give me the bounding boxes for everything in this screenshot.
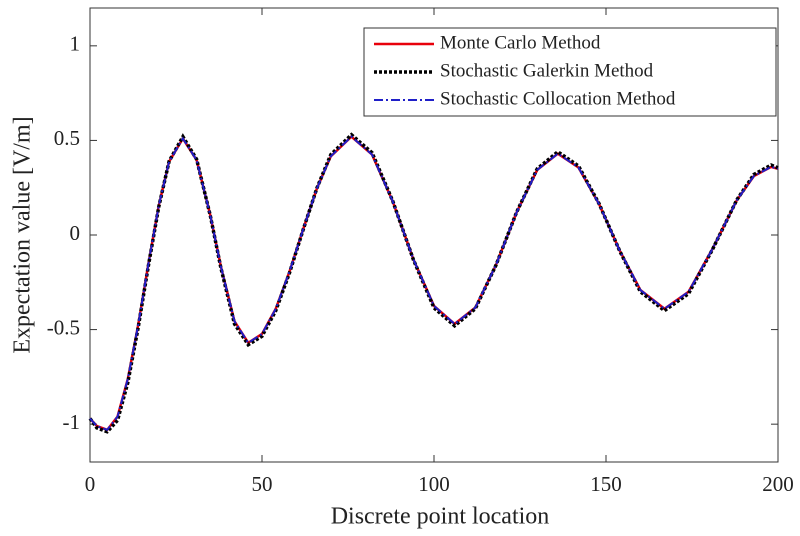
y-tick-label: 1 [70,32,81,56]
y-axis-label: Expectation value [V/m] [10,116,36,353]
legend-label: Stochastic Collocation Method [440,88,676,109]
y-tick-label: 0 [70,221,81,245]
legend-label: Stochastic Galerkin Method [440,60,654,81]
x-tick-label: 200 [762,472,794,496]
y-tick-label: -1 [63,410,81,434]
x-tick-label: 150 [590,472,622,496]
y-tick-label: -0.5 [47,315,80,339]
legend-box [363,27,777,117]
series-line [89,135,779,432]
y-tick-label: 0.5 [54,126,80,150]
x-tick-label: 50 [252,472,273,496]
legend: Monte Carlo Method Stochastic Galerkin Me… [363,27,777,117]
x-axis-label: Discrete point location [331,504,550,530]
x-tick-label: 0 [85,472,96,496]
legend-label: Monte Carlo Method [440,32,601,53]
series-line [88,132,779,434]
x-tick-label: 100 [418,472,450,496]
